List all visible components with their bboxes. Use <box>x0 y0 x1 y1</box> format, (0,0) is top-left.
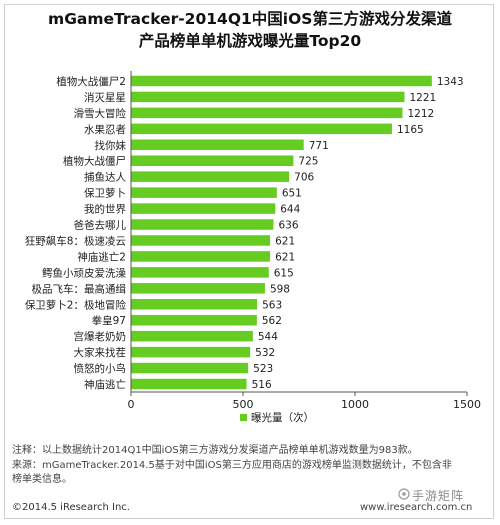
title-line-2: 产品榜单单机游戏曝光量Top20 <box>138 32 362 50</box>
copyright-text: ©2014.5 iResearch Inc. <box>12 502 130 513</box>
category-label: 水果忍者 <box>84 124 126 136</box>
category-label: 保卫萝卜2：极地冒险 <box>25 298 127 311</box>
value-label: 598 <box>270 283 290 295</box>
chart-frame <box>4 4 494 519</box>
bar <box>131 235 271 246</box>
bar <box>131 267 269 278</box>
category-label: 植物大战僵尸 <box>63 155 126 168</box>
bar <box>131 362 249 374</box>
value-label: 725 <box>298 156 318 168</box>
category-label: 神庙逃亡 <box>84 378 126 391</box>
bar <box>131 75 432 87</box>
value-label: 516 <box>252 379 272 391</box>
x-tick-label: 1000 <box>341 398 369 411</box>
bar <box>131 171 290 182</box>
bar <box>131 203 276 214</box>
bar <box>131 283 265 294</box>
bar <box>131 299 258 310</box>
category-label: 捕鱼达人 <box>84 171 126 184</box>
bar <box>131 139 304 151</box>
footnote-line-2: 来源：mGameTracker.2014.5基于对中国iOS第三方应用商店的游戏… <box>12 460 452 471</box>
value-label: 562 <box>262 315 282 327</box>
value-label: 1343 <box>437 76 464 88</box>
bar <box>131 107 403 119</box>
value-label: 651 <box>282 188 302 200</box>
legend-swatch <box>240 414 247 421</box>
bar <box>131 91 405 103</box>
category-label: 拳皇97 <box>92 314 126 327</box>
watermark-text: 手游矩阵 <box>412 489 465 503</box>
footnote-line-3: 榜单类信息。 <box>12 474 72 485</box>
value-label: 1221 <box>410 92 437 104</box>
value-label: 544 <box>258 331 278 343</box>
bar <box>131 187 277 198</box>
category-label: 滑雪大冒险 <box>74 107 127 120</box>
value-label: 621 <box>275 235 295 247</box>
category-label: 找你妹 <box>95 139 127 152</box>
x-tick-label: 500 <box>233 398 254 411</box>
bar <box>131 330 253 342</box>
category-label: 保卫萝卜 <box>84 187 126 200</box>
bar <box>131 219 274 230</box>
value-label: 1165 <box>397 124 424 136</box>
category-label: 鳄鱼小顽皮爱洗澡 <box>42 266 126 279</box>
value-label: 532 <box>255 347 275 359</box>
category-label: 极品飞车：最高通缉 <box>32 282 127 295</box>
bar <box>131 155 294 166</box>
bar <box>131 346 251 358</box>
x-tick-label: 0 <box>128 398 135 411</box>
category-label: 植物大战僵尸2 <box>56 75 126 88</box>
category-label: 狂野飙车8：极速凌云 <box>25 234 126 247</box>
title-line-1: mGameTracker-2014Q1中国iOS第三方游戏分发渠道 <box>48 10 452 28</box>
legend-label: 曝光量（次） <box>251 411 314 424</box>
value-label: 636 <box>278 220 298 232</box>
category-label: 愤怒的小鸟 <box>74 362 127 375</box>
x-tick-label: 1500 <box>453 398 481 411</box>
category-label: 我的世界 <box>84 203 126 216</box>
watermark-icon <box>398 488 410 500</box>
category-label: 消灭星星 <box>84 91 126 104</box>
chart-title: mGameTracker-2014Q1中国iOS第三方游戏分发渠道 产品榜单单机… <box>0 8 500 52</box>
bar <box>131 251 271 262</box>
value-label: 644 <box>280 204 300 216</box>
bar <box>131 378 247 390</box>
category-label: 神庙逃亡2 <box>77 250 126 263</box>
value-label: 706 <box>294 172 314 184</box>
category-label: 爸爸去哪儿 <box>74 219 127 232</box>
website-text: www.iresearch.com.cn <box>360 502 473 513</box>
value-label: 615 <box>274 267 294 279</box>
category-label: 大家来找茬 <box>74 346 127 359</box>
bar <box>131 123 392 135</box>
value-label: 771 <box>309 140 329 152</box>
bar <box>131 314 257 326</box>
value-label: 563 <box>262 299 282 311</box>
value-label: 1212 <box>407 108 434 120</box>
footnote-line-1: 注释：以上数据统计2014Q1中国iOS第三方游戏分发渠道产品榜单单机游戏数量为… <box>12 445 418 456</box>
value-label: 523 <box>253 363 273 375</box>
value-label: 621 <box>275 251 295 263</box>
category-label: 宫爆老奶奶 <box>74 330 127 343</box>
